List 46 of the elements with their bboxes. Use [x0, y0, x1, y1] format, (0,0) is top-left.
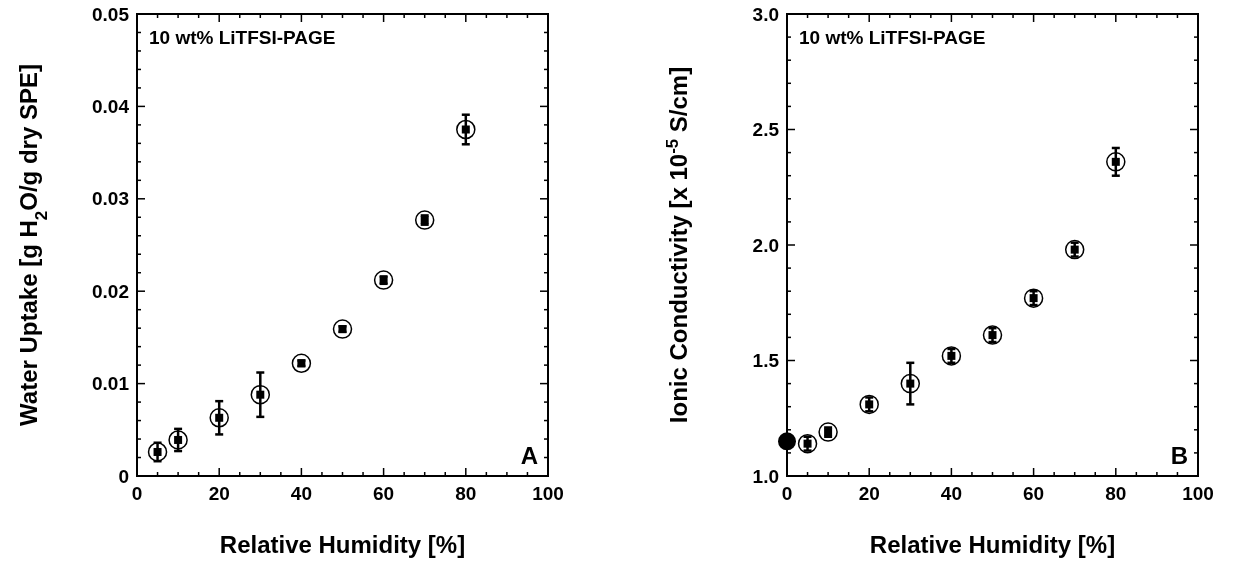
annotation: B — [1170, 442, 1188, 469]
point — [941, 346, 962, 366]
x-tick-label: 0 — [781, 483, 793, 504]
point — [1106, 152, 1126, 172]
x-tick-label: 100 — [1182, 483, 1214, 504]
point — [250, 384, 271, 405]
point — [291, 353, 312, 374]
y-tick-label: 0.05 — [92, 3, 130, 25]
y-tick-label: 0.04 — [92, 96, 130, 118]
point — [1064, 239, 1085, 260]
annotation: A — [520, 442, 538, 469]
x-axis-title: Relative Humidity [%] — [219, 531, 466, 558]
annotation: 10 wt% LiTFSI-PAGE — [799, 27, 986, 48]
point — [332, 319, 353, 339]
x-tick-label: 100 — [532, 483, 564, 504]
x-tick-label: 60 — [1023, 483, 1045, 504]
y-tick-label: 0.02 — [92, 280, 129, 302]
x-tick-label: 80 — [1105, 483, 1127, 504]
point — [778, 432, 796, 451]
point — [168, 430, 188, 450]
y-tick-label: 0.03 — [92, 188, 129, 210]
x-tick-label: 40 — [940, 483, 962, 504]
point — [982, 325, 1003, 345]
point — [147, 442, 168, 462]
x-tick-label: 40 — [290, 483, 312, 504]
x-tick-label: 80 — [455, 483, 477, 504]
y-tick-label: 0.01 — [92, 373, 130, 395]
x-axis-title: Relative Humidity [%] — [869, 531, 1116, 558]
x-tick-label: 20 — [208, 483, 230, 504]
x-tick-label: 0 — [131, 483, 143, 504]
y-tick-label: 2.0 — [752, 234, 779, 256]
y-tick-label: 3.0 — [752, 3, 779, 25]
point — [209, 408, 229, 428]
point — [373, 270, 394, 290]
y-tick-label: 2.5 — [752, 119, 780, 141]
point — [456, 119, 476, 140]
x-tick-label: 60 — [373, 483, 395, 504]
y-tick-label: 1.0 — [752, 465, 779, 487]
point — [414, 210, 435, 230]
point — [797, 433, 818, 454]
y-tick-label: 1.5 — [752, 350, 780, 372]
y-tick-label: 0 — [118, 465, 129, 487]
point — [900, 373, 921, 394]
annotation: 10 wt% LiTFSI-PAGE — [149, 27, 336, 48]
x-tick-label: 20 — [858, 483, 880, 504]
point — [1023, 288, 1044, 308]
